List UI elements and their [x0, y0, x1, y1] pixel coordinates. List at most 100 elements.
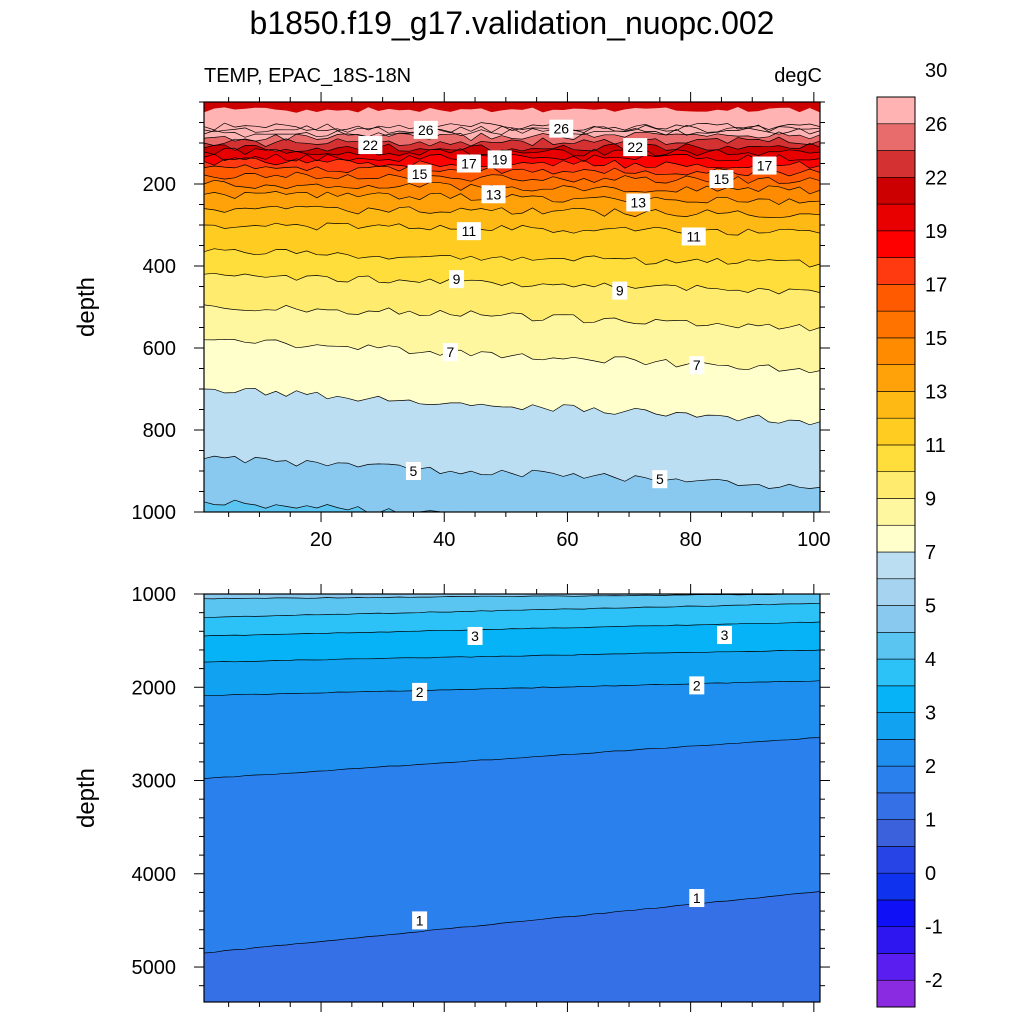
contour-label: 17 [757, 158, 773, 174]
colorbar-box [876, 364, 916, 392]
contour-label-box [681, 227, 706, 246]
contour-label: 11 [462, 223, 477, 239]
x-tick-label: 20 [310, 529, 332, 551]
right-string: degC [774, 65, 822, 87]
colorbar-box [876, 658, 916, 687]
y-tick-label: 1000 [132, 502, 177, 524]
contour-label-box [467, 626, 483, 645]
contour-label-box [717, 626, 733, 645]
contour-label-box [407, 164, 432, 183]
contour-line-4 [204, 499, 463, 512]
colorbar-box [876, 712, 916, 740]
colorbar-label: 26 [925, 114, 947, 136]
colorbar-box [876, 765, 916, 794]
contour-label: 1 [416, 912, 424, 928]
colorbar-label: 15 [925, 328, 947, 350]
x-tick-label: 60 [556, 529, 578, 551]
contour-label-box [612, 281, 628, 300]
y-axis: 200 400 600 800 1000 [132, 101, 830, 524]
contour-lines [204, 594, 820, 954]
plot-frame [203, 593, 821, 1003]
colorbar-box [876, 444, 916, 473]
colorbar-box [876, 123, 916, 151]
colorbar-box [876, 417, 916, 446]
colorbar-label: 5 [925, 596, 936, 618]
contour-label-box [412, 911, 428, 930]
contour-label: 7 [693, 357, 701, 373]
contour-label: 22 [627, 139, 643, 155]
contour-line-12 [204, 205, 820, 219]
y-tick-label: 600 [143, 338, 176, 360]
colorbar-label: 19 [925, 221, 947, 243]
contour-label: 17 [461, 156, 477, 172]
y-tick-label: 400 [143, 256, 176, 278]
colorbar: -2 -1 0 1 2 3 4 5 7 9 11 13 15 17 19 22 26 30 [876, 60, 947, 1008]
contour-line-3 [204, 621, 820, 637]
upper-panel: 20 40 60 80 100 200 400 600 800 1000 depth 26 26 22 22… [73, 92, 831, 551]
x-tick-label: 40 [433, 529, 455, 551]
colorbar-label: 4 [925, 649, 936, 671]
contour-label: 2 [416, 684, 424, 700]
contour-line-22 [204, 136, 820, 147]
colorbar-box [876, 578, 916, 606]
contour-lines [204, 122, 820, 512]
contour-label: 13 [486, 186, 502, 202]
colorbar-box [876, 176, 916, 205]
contour-labels: 3 3 2 2 1 1 [412, 626, 733, 930]
left-string: TEMP, EPAC_18S-18N [204, 65, 411, 87]
colorbar-box [876, 203, 916, 232]
contour-label: 9 [453, 271, 461, 287]
contour-label: 26 [418, 122, 434, 138]
contour-line-9 [204, 272, 820, 295]
contour-label-box [481, 185, 506, 204]
contour-line-8 [204, 304, 820, 332]
y-axis-label: depth [73, 768, 100, 828]
x-tick-label: 80 [680, 529, 702, 551]
colorbar-label: 11 [925, 435, 946, 457]
colorbar-box [876, 899, 916, 928]
y-axis: 1000 2000 3000 4000 5000 [132, 584, 830, 987]
colorbar-box [876, 471, 916, 499]
contour-label-box [709, 170, 734, 189]
contour-label: 3 [721, 627, 729, 643]
colorbar-label: 17 [925, 274, 947, 296]
colorbar-frame [876, 96, 916, 1008]
colorbar-box [876, 631, 916, 660]
y-tick-label: 200 [143, 174, 176, 196]
contour-label: 11 [686, 228, 701, 244]
contour-line-26 [204, 127, 820, 138]
colorbar-box [876, 337, 916, 365]
colorbar-box [876, 498, 916, 526]
contour-label: 15 [412, 166, 428, 182]
contour-label: 3 [471, 628, 479, 644]
contour-labels: 26 26 22 22 17 19 17 15 15 13 13 11 11 9 9 7 7 5 5 [358, 119, 777, 489]
y-tick-label: 800 [143, 420, 176, 442]
contour-line-28 [204, 122, 820, 131]
contour-line-3_5 [204, 602, 820, 618]
contour-label-box [412, 682, 428, 701]
x-axis [228, 584, 815, 1012]
contour-line-11 [204, 222, 820, 236]
y-tick-label: 1000 [132, 584, 177, 606]
contour-label: 5 [410, 463, 418, 479]
colorbar-box [876, 792, 916, 820]
contour-label: 7 [447, 344, 455, 360]
contour-label: 9 [616, 283, 624, 299]
y-tick-label: 2000 [132, 677, 177, 699]
colorbar-box [876, 979, 916, 1008]
colorbar-box [876, 150, 916, 178]
colorbar-box [876, 391, 916, 419]
contour-line-10 [204, 248, 820, 268]
colorbar-label: 3 [925, 703, 936, 725]
contour-label: 26 [553, 121, 569, 137]
colorbar-box [876, 872, 916, 901]
contour-label-box [689, 889, 705, 908]
contour-line-20 [204, 143, 820, 152]
colorbar-box [876, 524, 916, 553]
colorbar-box [876, 926, 916, 954]
contour-label-box [405, 462, 421, 480]
colorbar-label: 22 [925, 167, 947, 189]
colorbar-box [876, 257, 916, 285]
colorbar-box [876, 819, 916, 847]
